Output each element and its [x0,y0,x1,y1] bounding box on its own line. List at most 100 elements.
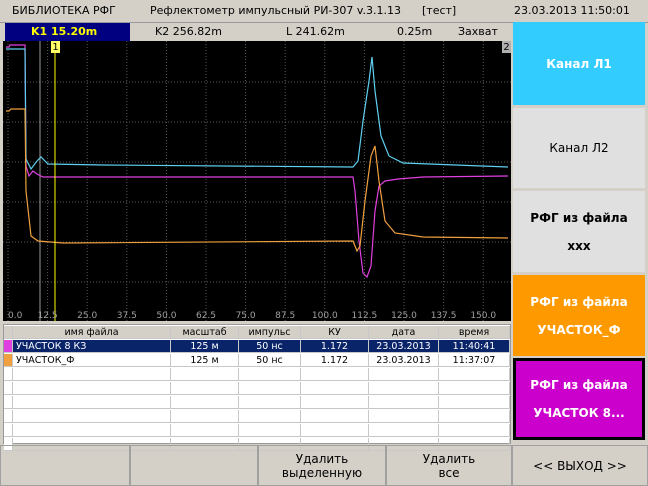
bottom-button[interactable]: Удалить выделенную [258,445,386,486]
row-swatch [4,368,13,381]
bottom-button[interactable]: << ВЫХОД >> [512,445,648,486]
table-cell[interactable]: 23.03.2013 [369,340,439,353]
capture-label: Захват [458,25,498,38]
empty-cell [439,368,510,381]
empty-button [130,445,258,486]
empty-cell [13,368,171,381]
empty-cell [301,424,369,437]
x-tick-label: 137.5 [431,311,457,321]
x-tick-label: 150.0 [470,311,496,321]
button-label: << ВЫХОД >> [533,458,627,473]
button-label: все [438,465,460,480]
empty-cell [301,396,369,409]
trace-cyan [6,48,509,171]
side-button[interactable]: РФГ из файла УЧАСТОК 8... [513,358,645,440]
x-tick-label: 37.5 [117,311,137,321]
side-button[interactable]: РФГ из файла xxx [513,191,645,272]
column-header: время [439,326,510,339]
marker-1: 1 [52,42,58,53]
table-cell[interactable]: 50 нс [239,340,301,353]
side-button[interactable]: Канал Л2 [513,108,645,188]
table-cell[interactable]: 11:37:07 [439,354,510,367]
button-label: Канал Л1 [546,56,612,71]
x-tick-label: 100.0 [312,311,338,321]
empty-cell [439,424,510,437]
empty-cell [301,438,369,451]
plot-bg [3,41,511,321]
x-tick-label: 87.5 [275,311,295,321]
table-cell[interactable]: 125 м [171,354,239,367]
empty-cell [171,382,239,395]
empty-cell [13,438,171,451]
row-swatch [4,396,13,409]
row-swatch [4,438,13,451]
button-label: Удалить [422,451,476,466]
step-value: 0.25m [397,25,433,38]
row-swatch [4,382,13,395]
row-swatch [4,354,13,367]
empty-cell [239,382,301,395]
side-button[interactable]: РФГ из файла УЧАСТОК_Ф [513,275,645,356]
k1-box [5,23,130,41]
table-cell[interactable]: 23.03.2013 [369,354,439,367]
length-value: L 241.62m [286,25,345,38]
table-cell[interactable]: 1.172 [301,354,369,367]
empty-cell [369,382,439,395]
empty-cell [239,424,301,437]
empty-cell [239,396,301,409]
side-button[interactable]: Канал Л1 [513,22,645,105]
table-cell[interactable]: 11:40:41 [439,340,510,353]
empty-button [0,445,130,486]
empty-cell [439,396,510,409]
column-header: дата [369,326,439,339]
empty-cell [171,396,239,409]
table-cell[interactable]: УЧАСТОК 8 КЗ [13,340,171,353]
button-label: Удалить [295,451,349,466]
x-tick-label: 0.0 [8,311,23,321]
empty-cell [171,368,239,381]
empty-cell [13,396,171,409]
table-cell[interactable]: 50 нс [239,354,301,367]
button-label: xxx [567,238,591,253]
empty-cell [239,438,301,451]
empty-cell [439,410,510,423]
table-cell[interactable]: 1.172 [301,340,369,353]
trace-orange [6,108,509,253]
title-bar: БИБЛИОТЕКА РФГ Рефлектометр импульсный Р… [0,0,648,23]
x-tick-label: 125.0 [391,311,417,321]
empty-cell [171,424,239,437]
empty-cell [13,424,171,437]
empty-cell [239,410,301,423]
empty-cell [439,438,510,451]
bottom-button[interactable]: Удалить все [386,445,512,486]
button-label: УЧАСТОК_Ф [537,322,621,337]
marker-1-box [51,41,60,53]
empty-cell [301,410,369,423]
row-swatch [4,340,13,353]
empty-cell [239,368,301,381]
empty-cell [369,410,439,423]
table-cell[interactable]: 125 м [171,340,239,353]
column-header: имя файла [13,326,171,339]
reflectogram: 1 2 0.0 12.5 25.0 37.5 50.0 62.5 75.0 87.5 100.0… [3,41,511,321]
x-tick-label: 62.5 [196,311,216,321]
x-tick-label: 75.0 [236,311,256,321]
app-title: Рефлектометр импульсный РИ-307 v.3.1.13 [150,4,402,17]
column-header: КУ [301,326,369,339]
button-label: РФГ из файла [530,210,628,225]
empty-cell [369,424,439,437]
button-label: УЧАСТОК 8... [533,406,625,420]
table-cell[interactable]: УЧАСТОК_Ф [13,354,171,367]
empty-cell [301,382,369,395]
k1-value: K1 15.20m [31,25,98,38]
x-tick-label: 12.5 [38,311,58,321]
column-header: импульс [239,326,301,339]
marker-2-box [502,41,511,53]
library-label: БИБЛИОТЕКА РФГ [12,4,116,17]
x-tick-label: 112.5 [352,311,378,321]
empty-cell [369,396,439,409]
grid [3,41,511,321]
empty-cell [369,438,439,451]
row-swatch [4,424,13,437]
